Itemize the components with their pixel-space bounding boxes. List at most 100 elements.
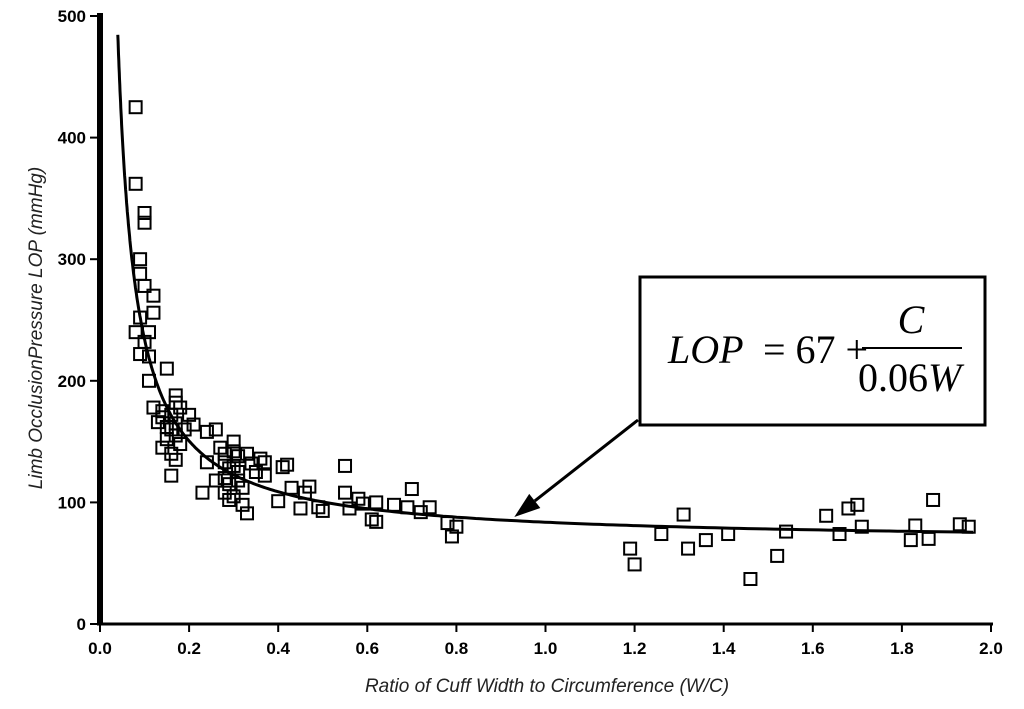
- data-point: [235, 480, 250, 495]
- data-point: [338, 485, 353, 500]
- data-point: [208, 473, 223, 488]
- y-tick-label: 0: [77, 615, 86, 634]
- data-point: [146, 400, 161, 415]
- data-point: [137, 215, 152, 230]
- data-point: [779, 524, 794, 539]
- y-axis-title: Limb OcclusionPressure LOP (mmHg): [26, 167, 47, 489]
- data-point: [240, 506, 255, 521]
- data-point: [235, 497, 250, 512]
- data-point: [150, 415, 165, 430]
- data-point: [681, 541, 696, 556]
- data-point: [133, 252, 148, 267]
- x-tick-label: 0.6: [355, 639, 379, 658]
- data-point: [850, 497, 865, 512]
- data-point: [364, 512, 379, 527]
- data-point: [168, 452, 183, 467]
- data-point: [133, 266, 148, 281]
- annotation-arrowhead: [514, 493, 541, 517]
- data-point: [908, 518, 923, 533]
- data-point: [159, 432, 174, 447]
- data-point: [217, 485, 232, 500]
- data-point: [444, 529, 459, 544]
- data-point: [226, 434, 241, 449]
- data-point: [743, 572, 758, 587]
- data-point: [422, 500, 437, 515]
- data-point: [921, 531, 936, 546]
- data-point: [226, 489, 241, 504]
- x-tick-label: 0.2: [177, 639, 201, 658]
- data-point: [293, 501, 308, 516]
- x-tick-label: 1.0: [534, 639, 558, 658]
- data-point: [387, 497, 402, 512]
- data-point: [623, 541, 638, 556]
- x-tick-label: 1.2: [623, 639, 647, 658]
- equation-lhs: LOP: [667, 327, 744, 372]
- y-tick-label: 100: [58, 493, 86, 512]
- data-point: [721, 527, 736, 542]
- data-point: [257, 468, 272, 483]
- y-tick-label: 500: [58, 7, 86, 26]
- data-point: [146, 288, 161, 303]
- data-point: [841, 501, 856, 516]
- data-point: [369, 514, 384, 529]
- data-point: [128, 100, 143, 115]
- annotation-arrow: [533, 418, 639, 503]
- data-point: [146, 305, 161, 320]
- data-point: [271, 494, 286, 509]
- tick-labels: 0.0 0.2 0.4 0.6 0.8 1.0 1.2 1.4 1.6 1.8 2.0 0 100 200…: [58, 7, 1003, 658]
- data-point: [770, 548, 785, 563]
- data-point: [168, 388, 183, 403]
- data-point: [168, 428, 183, 443]
- x-tick-label: 2.0: [979, 639, 1003, 658]
- data-point: [676, 507, 691, 522]
- equation-box: [638, 275, 987, 427]
- data-point: [280, 457, 295, 472]
- data-point: [155, 410, 170, 425]
- equation-denominator-number: 0.06: [858, 355, 928, 400]
- x-tick-label: 1.8: [890, 639, 914, 658]
- equation-eq: = 67 +: [763, 327, 868, 372]
- data-point: [128, 176, 143, 191]
- equation-denominator: 0.06W: [858, 355, 965, 400]
- axis-ticks: [90, 15, 992, 632]
- data-point: [248, 465, 263, 479]
- data-point: [369, 495, 384, 510]
- x-tick-label: 0.8: [445, 639, 469, 658]
- data-point: [137, 278, 152, 293]
- data-point: [903, 533, 918, 548]
- y-tick-label: 400: [58, 129, 86, 148]
- data-point: [199, 424, 214, 439]
- data-point: [182, 407, 197, 422]
- data-point: [226, 444, 241, 459]
- data-point: [217, 446, 232, 461]
- x-tick-label: 1.6: [801, 639, 825, 658]
- data-point: [195, 485, 210, 500]
- data-point: [351, 491, 366, 506]
- data-point: [698, 533, 713, 548]
- equation-denominator-var: W: [928, 355, 965, 400]
- data-point: [137, 205, 152, 220]
- data-point: [186, 417, 201, 432]
- data-point: [231, 449, 246, 464]
- data-point: [240, 446, 255, 461]
- data-point: [222, 492, 237, 507]
- data-point: [244, 456, 259, 471]
- data-point: [284, 480, 299, 495]
- fit-curve: [116, 34, 974, 534]
- data-point: [168, 395, 183, 410]
- data-point: [208, 422, 223, 437]
- x-axis-title: Ratio of Cuff Width to Circumference (W/…: [365, 676, 729, 697]
- data-point: [275, 460, 290, 475]
- data-point: [819, 508, 834, 523]
- data-point: [627, 557, 642, 572]
- x-tick-label: 1.4: [712, 639, 736, 658]
- y-tick-label: 300: [58, 250, 86, 269]
- data-point: [315, 503, 330, 518]
- y-tick-label: 200: [58, 372, 86, 391]
- data-point: [854, 519, 869, 534]
- data-point: [952, 517, 967, 532]
- data-point: [257, 455, 272, 470]
- data-point: [832, 527, 847, 542]
- data-point: [159, 361, 174, 376]
